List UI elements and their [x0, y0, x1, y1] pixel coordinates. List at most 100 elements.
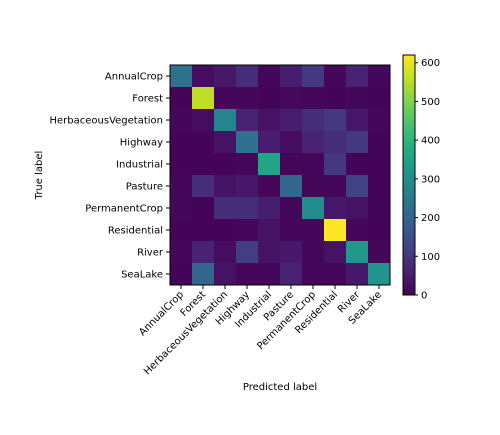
- heatmap-cell: [258, 153, 281, 176]
- heatmap-cell: [192, 241, 215, 264]
- heatmap-cell: [170, 153, 193, 176]
- heatmap-cell: [236, 241, 259, 264]
- heatmap-cell: [236, 87, 259, 110]
- heatmap-cell: [346, 153, 369, 176]
- heatmap-cell: [302, 197, 325, 220]
- heatmap-cell: [368, 241, 391, 264]
- heatmap-cell: [258, 263, 281, 286]
- heatmap-cell: [280, 219, 303, 242]
- heatmap-cell: [346, 241, 369, 264]
- heatmap-cell: [258, 65, 281, 88]
- heatmap-cells: [170, 65, 391, 286]
- y-tick-label: Residential: [108, 226, 163, 237]
- heatmap-cell: [368, 65, 391, 88]
- heatmap-cell: [280, 87, 303, 110]
- y-tick-labels: AnnualCrop Forest HerbaceousVegetation High…: [50, 72, 170, 281]
- heatmap-cell: [346, 87, 369, 110]
- heatmap-cell: [302, 153, 325, 176]
- heatmap-cell: [302, 87, 325, 110]
- y-tick-label: Forest: [132, 94, 163, 105]
- heatmap-cell: [368, 197, 391, 220]
- heatmap-cell: [236, 131, 259, 154]
- heatmap-cell: [170, 197, 193, 220]
- y-tick-label: PermanentCrop: [85, 204, 163, 215]
- heatmap-cell: [302, 241, 325, 264]
- heatmap-cell: [324, 197, 347, 220]
- colorbar-tick-label: 300: [421, 174, 440, 185]
- heatmap-cell: [236, 263, 259, 286]
- heatmap-cell: [258, 131, 281, 154]
- heatmap-cell: [258, 241, 281, 264]
- heatmap-cell: [236, 175, 259, 198]
- heatmap-cell: [214, 219, 237, 242]
- colorbar-tick-label: 600: [421, 58, 440, 69]
- heatmap-cell: [170, 87, 193, 110]
- heatmap-cell: [368, 263, 391, 286]
- colorbar: [402, 54, 416, 296]
- heatmap-cell: [302, 175, 325, 198]
- heatmap-cell: [280, 65, 303, 88]
- heatmap-cell: [346, 197, 369, 220]
- heatmap-cell: [280, 241, 303, 264]
- y-tick-label: Highway: [120, 138, 163, 149]
- heatmap-cell: [236, 109, 259, 132]
- heatmap-cell: [280, 263, 303, 286]
- heatmap-cell: [192, 219, 215, 242]
- heatmap-cell: [258, 109, 281, 132]
- heatmap-cell: [236, 65, 259, 88]
- colorbar-tick-labels: 0 100 200 300 400 500 600: [415, 58, 440, 302]
- heatmap-cell: [324, 175, 347, 198]
- x-tick-labels: AnnualCropForestHerbaceousVegetationHigh…: [137, 285, 384, 377]
- heatmap-cell: [214, 197, 237, 220]
- y-tick-label: Pasture: [126, 182, 163, 193]
- heatmap-cell: [236, 197, 259, 220]
- heatmap-cell: [170, 109, 193, 132]
- heatmap-cell: [192, 175, 215, 198]
- heatmap-cell: [368, 153, 391, 176]
- heatmap-cell: [280, 131, 303, 154]
- colorbar-tick-label: 100: [421, 252, 440, 263]
- heatmap-cell: [258, 197, 281, 220]
- colorbar-tick-label: 400: [421, 136, 440, 147]
- heatmap-cell: [192, 87, 215, 110]
- y-axis-label: True label: [34, 151, 45, 201]
- heatmap-cell: [192, 109, 215, 132]
- heatmap-cell: [214, 109, 237, 132]
- heatmap-cell: [280, 109, 303, 132]
- y-tick-label: Industrial: [116, 160, 163, 171]
- heatmap-cell: [280, 175, 303, 198]
- heatmap-cell: [214, 153, 237, 176]
- heatmap-cell: [192, 131, 215, 154]
- heatmap-cell: [192, 153, 215, 176]
- heatmap-cell: [214, 263, 237, 286]
- heatmap-cell: [324, 241, 347, 264]
- heatmap-cell: [214, 87, 237, 110]
- heatmap-cell: [324, 109, 347, 132]
- heatmap-cell: [324, 65, 347, 88]
- heatmap-cell: [170, 241, 193, 264]
- colorbar-tick-label: 500: [421, 97, 440, 108]
- heatmap-cell: [324, 219, 347, 242]
- heatmap-cell: [170, 219, 193, 242]
- heatmap-cell: [324, 131, 347, 154]
- heatmap-cell: [192, 65, 215, 88]
- heatmap-cell: [346, 65, 369, 88]
- heatmap-cell: [258, 219, 281, 242]
- y-tick-label: AnnualCrop: [105, 72, 163, 83]
- heatmap-cell: [324, 153, 347, 176]
- heatmap-cell: [192, 197, 215, 220]
- heatmap-cell: [170, 263, 193, 286]
- x-axis-label: Predicted label: [243, 382, 317, 393]
- colorbar-tick-label: 200: [421, 213, 440, 224]
- x-tick-label: AnnualCrop: [137, 289, 186, 338]
- heatmap-cell: [236, 219, 259, 242]
- heatmap-cell: [302, 65, 325, 88]
- heatmap-cell: [324, 263, 347, 286]
- heatmap-cell: [214, 131, 237, 154]
- heatmap-cell: [368, 131, 391, 154]
- y-tick-label: SeaLake: [121, 270, 163, 281]
- heatmap-cell: [170, 65, 193, 88]
- heatmap-cell: [258, 175, 281, 198]
- heatmap-cell: [368, 87, 391, 110]
